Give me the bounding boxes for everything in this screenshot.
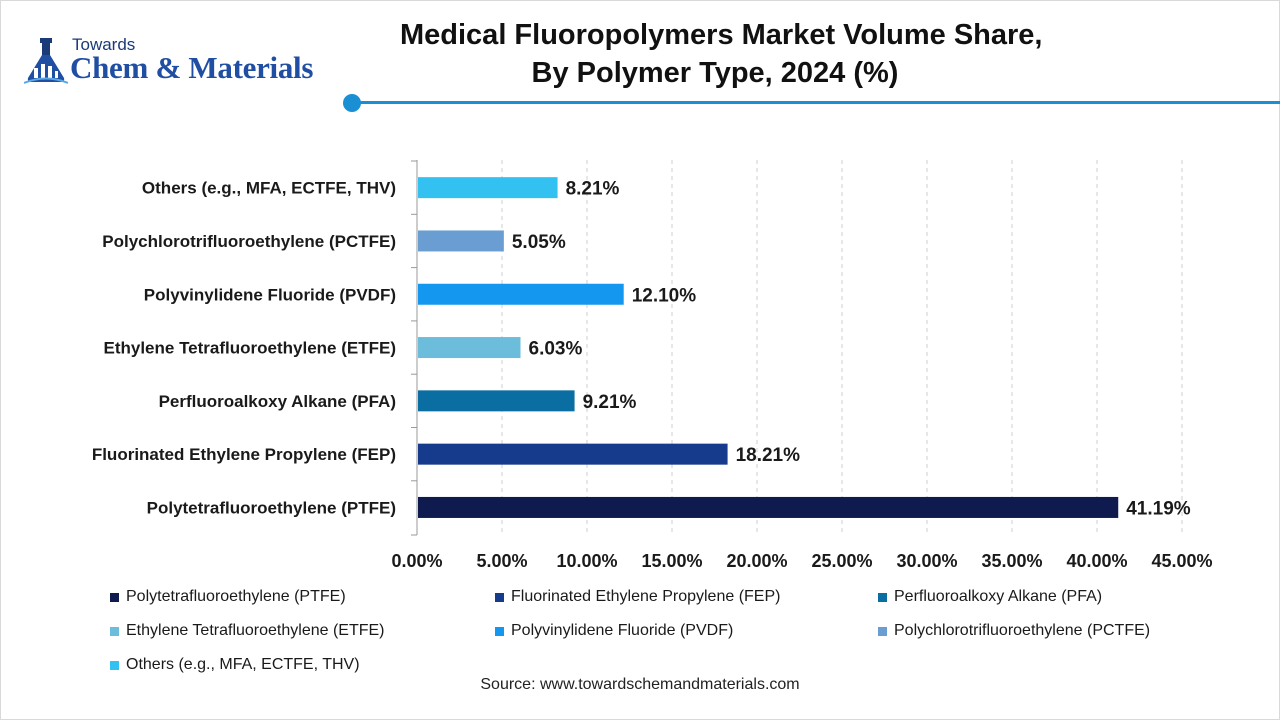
x-tick-label: 0.00% bbox=[391, 551, 442, 571]
data-label: 41.19% bbox=[1126, 498, 1191, 519]
legend-swatch bbox=[878, 626, 887, 636]
legend-label: Fluorinated Ethylene Propylene (FEP) bbox=[511, 588, 781, 605]
title-rule-dot bbox=[343, 94, 361, 112]
x-tick-label: 15.00% bbox=[641, 551, 702, 571]
legend-swatch bbox=[495, 626, 504, 636]
x-tick-label: 30.00% bbox=[896, 551, 957, 571]
legend-item: Polytetrafluoroethylene (PTFE) bbox=[110, 588, 346, 606]
bar bbox=[418, 230, 504, 252]
bar bbox=[418, 390, 575, 412]
legend-label: Others (e.g., MFA, ECTFE, THV) bbox=[126, 656, 360, 673]
y-category-label: Polyvinylidene Fluoride (PVDF) bbox=[144, 285, 396, 304]
x-tick-label: 20.00% bbox=[726, 551, 787, 571]
legend-item: Ethylene Tetrafluoroethylene (ETFE) bbox=[110, 622, 385, 640]
legend-swatch bbox=[110, 626, 119, 636]
legend-swatch bbox=[110, 660, 119, 670]
x-tick-label: 45.00% bbox=[1151, 551, 1212, 571]
bar-chart: 0.00% 5.00% 10.00% 15.00% 20.00% 25.00% 30.00%… bbox=[92, 160, 1213, 571]
legend-label: Perfluoroalkoxy Alkane (PFA) bbox=[894, 588, 1103, 605]
brand-logo: Towards Chem & Materials bbox=[24, 34, 344, 94]
legend-swatch bbox=[495, 592, 504, 602]
chart-title-line2: By Polymer Type, 2024 (%) bbox=[531, 57, 899, 89]
legend-label: Polyvinylidene Fluoride (PVDF) bbox=[511, 622, 734, 639]
legend-item: Polychlorotrifluoroethylene (PCTFE) bbox=[878, 622, 1150, 640]
legend-swatch bbox=[110, 592, 119, 602]
brand-main-text: Chem & Materials bbox=[70, 50, 314, 85]
data-label: 18.21% bbox=[736, 445, 801, 466]
x-tick-label: 5.00% bbox=[476, 551, 527, 571]
x-tick-label: 40.00% bbox=[1066, 551, 1127, 571]
flask-logo-icon bbox=[24, 38, 68, 84]
legend-item: Fluorinated Ethylene Propylene (FEP) bbox=[495, 588, 780, 606]
data-label: 9.21% bbox=[583, 392, 637, 413]
legend-label: Ethylene Tetrafluoroethylene (ETFE) bbox=[126, 622, 385, 639]
chart-title-line1: Medical Fluoropolymers Market Volume Sha… bbox=[400, 19, 1043, 51]
legend-item: Perfluoroalkoxy Alkane (PFA) bbox=[878, 588, 1102, 606]
x-tick-label: 35.00% bbox=[981, 551, 1042, 571]
y-category-label: Fluorinated Ethylene Propylene (FEP) bbox=[92, 445, 396, 464]
bar bbox=[418, 283, 624, 305]
data-label: 5.05% bbox=[512, 232, 566, 253]
bar bbox=[418, 496, 1119, 518]
y-category-label: Perfluoroalkoxy Alkane (PFA) bbox=[159, 392, 396, 411]
y-category-label: Polychlorotrifluoroethylene (PCTFE) bbox=[102, 232, 396, 251]
data-label: 8.21% bbox=[566, 179, 620, 200]
y-category-label: Polytetrafluoroethylene (PTFE) bbox=[147, 498, 396, 517]
chart-title: Medical Fluoropolymers Market Volume Sha… bbox=[400, 16, 1043, 92]
x-tick-label: 10.00% bbox=[556, 551, 617, 571]
legend-label: Polychlorotrifluoroethylene (PCTFE) bbox=[894, 622, 1151, 639]
legend-item: Others (e.g., MFA, ECTFE, THV) bbox=[110, 656, 360, 674]
x-tick-label: 25.00% bbox=[811, 551, 872, 571]
bar bbox=[418, 443, 728, 465]
y-category-label: Ethylene Tetrafluoroethylene (ETFE) bbox=[103, 339, 396, 358]
data-label: 6.03% bbox=[529, 339, 583, 360]
title-rule-line bbox=[356, 101, 1280, 104]
legend-item: Polyvinylidene Fluoride (PVDF) bbox=[495, 622, 733, 640]
chart-legend: Polytetrafluoroethylene (PTFE) Fluorinate… bbox=[110, 588, 1250, 688]
source-note: Source: www.towardschemandmaterials.com bbox=[480, 676, 800, 693]
bar bbox=[418, 177, 558, 199]
legend-swatch bbox=[878, 592, 887, 602]
bar bbox=[418, 337, 521, 359]
brand-top-text: Towards bbox=[72, 35, 136, 54]
legend-label: Polytetrafluoroethylene (PTFE) bbox=[126, 588, 346, 605]
data-label: 12.10% bbox=[632, 285, 697, 306]
y-category-label: Others (e.g., MFA, ECTFE, THV) bbox=[142, 179, 396, 198]
